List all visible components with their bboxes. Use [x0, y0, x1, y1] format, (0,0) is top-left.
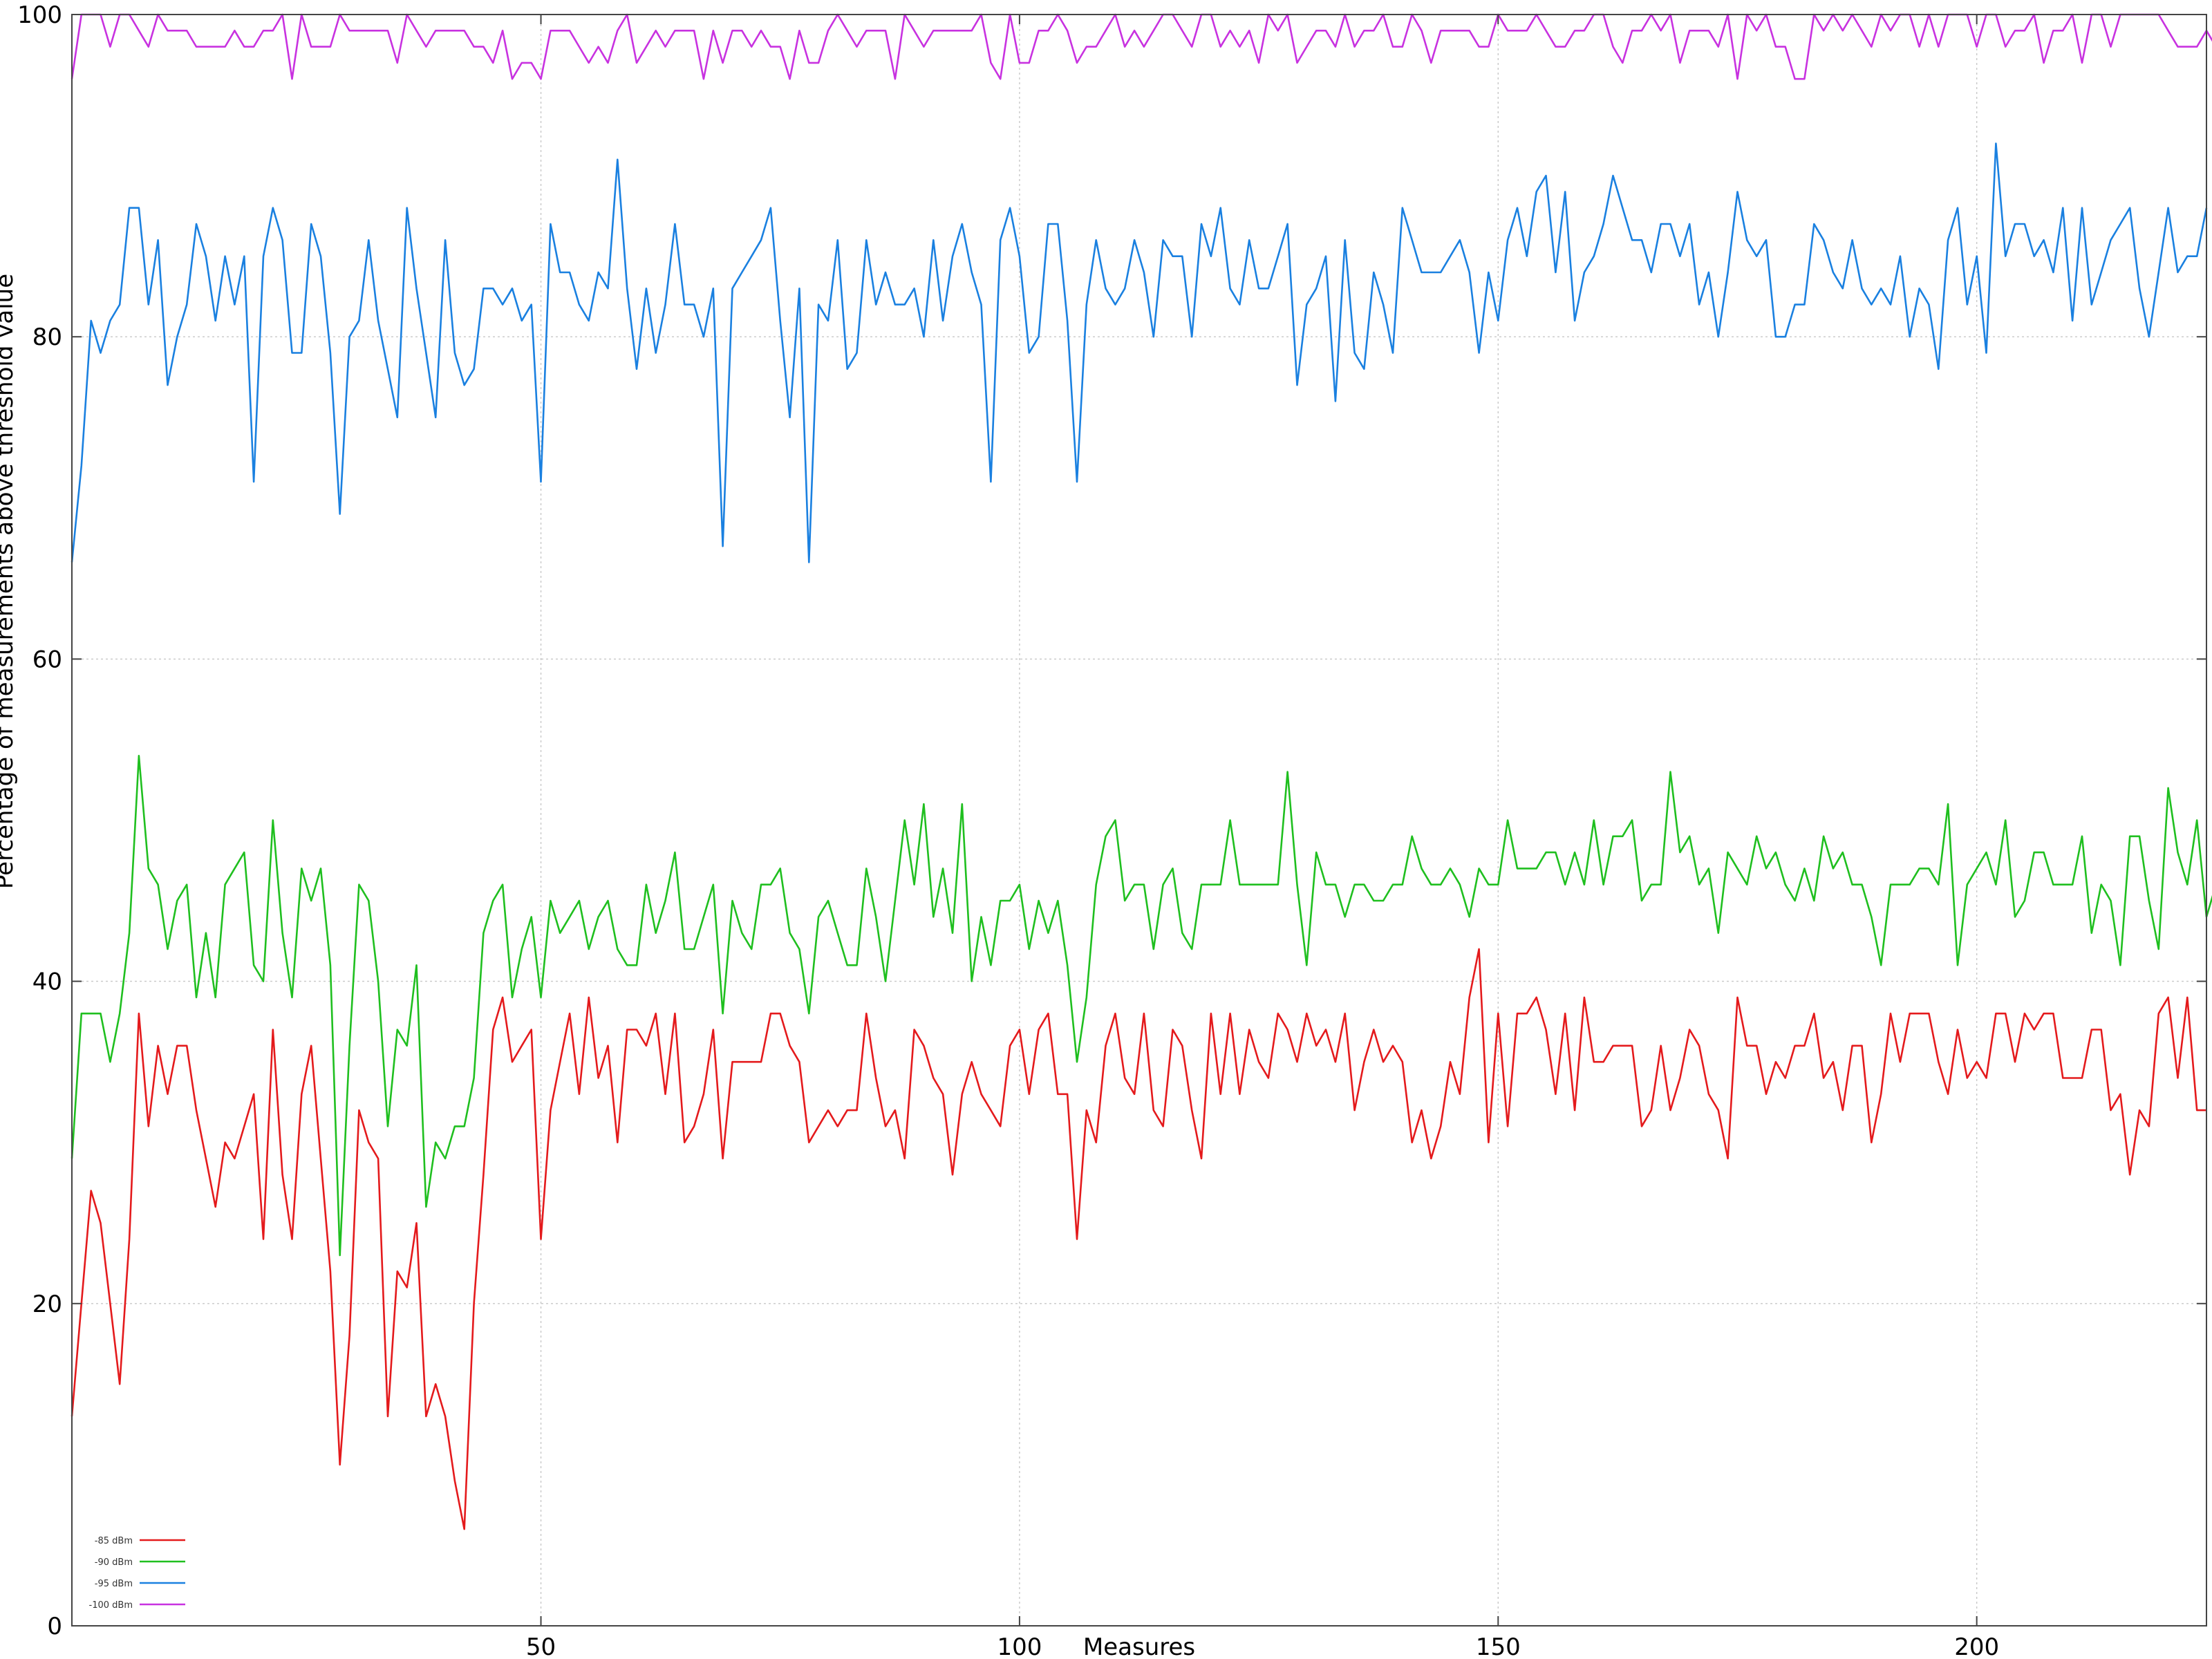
- series-line-95dbmdbm: [71, 142, 2208, 563]
- series-line-90dbmdbm: [71, 755, 2212, 1257]
- legend: -85 dBm -90 dBm -95 dBm -100 dBm: [89, 1536, 185, 1611]
- x-tick-label: 100: [997, 1633, 1042, 1659]
- x-tick-label: 200: [1954, 1633, 1999, 1659]
- legend-entry-label: -85 dBm: [95, 1536, 133, 1546]
- series-line-100dbmdbm: [71, 13, 2212, 80]
- y-tick-label: 20: [32, 1291, 62, 1318]
- x-tick-label: 150: [1476, 1633, 1521, 1659]
- x-axis-label: Measures: [1083, 1633, 1195, 1659]
- y-tick-label: 40: [32, 968, 62, 996]
- x-tick-label: 50: [526, 1633, 556, 1659]
- series-line-85dbmdbm: [71, 948, 2206, 1530]
- y-tick-label: 60: [32, 646, 62, 673]
- y-tick-label: 0: [47, 1613, 62, 1640]
- legend-entry-label: -95 dBm: [95, 1579, 133, 1589]
- plot-frame: [71, 14, 2207, 1627]
- y-axis-label: Percentage of measurements above thresho…: [0, 274, 19, 889]
- legend-entry-label: -90 dBm: [95, 1557, 133, 1568]
- series-lines: [71, 13, 2212, 1530]
- y-tick-label: 80: [32, 324, 62, 351]
- y-tick-label: 100: [17, 1, 62, 29]
- axis-ticks: 0 20 40 60 80 100 50 100 150 200: [17, 1, 2206, 1659]
- legend-entry-label: -100 dBm: [89, 1600, 133, 1611]
